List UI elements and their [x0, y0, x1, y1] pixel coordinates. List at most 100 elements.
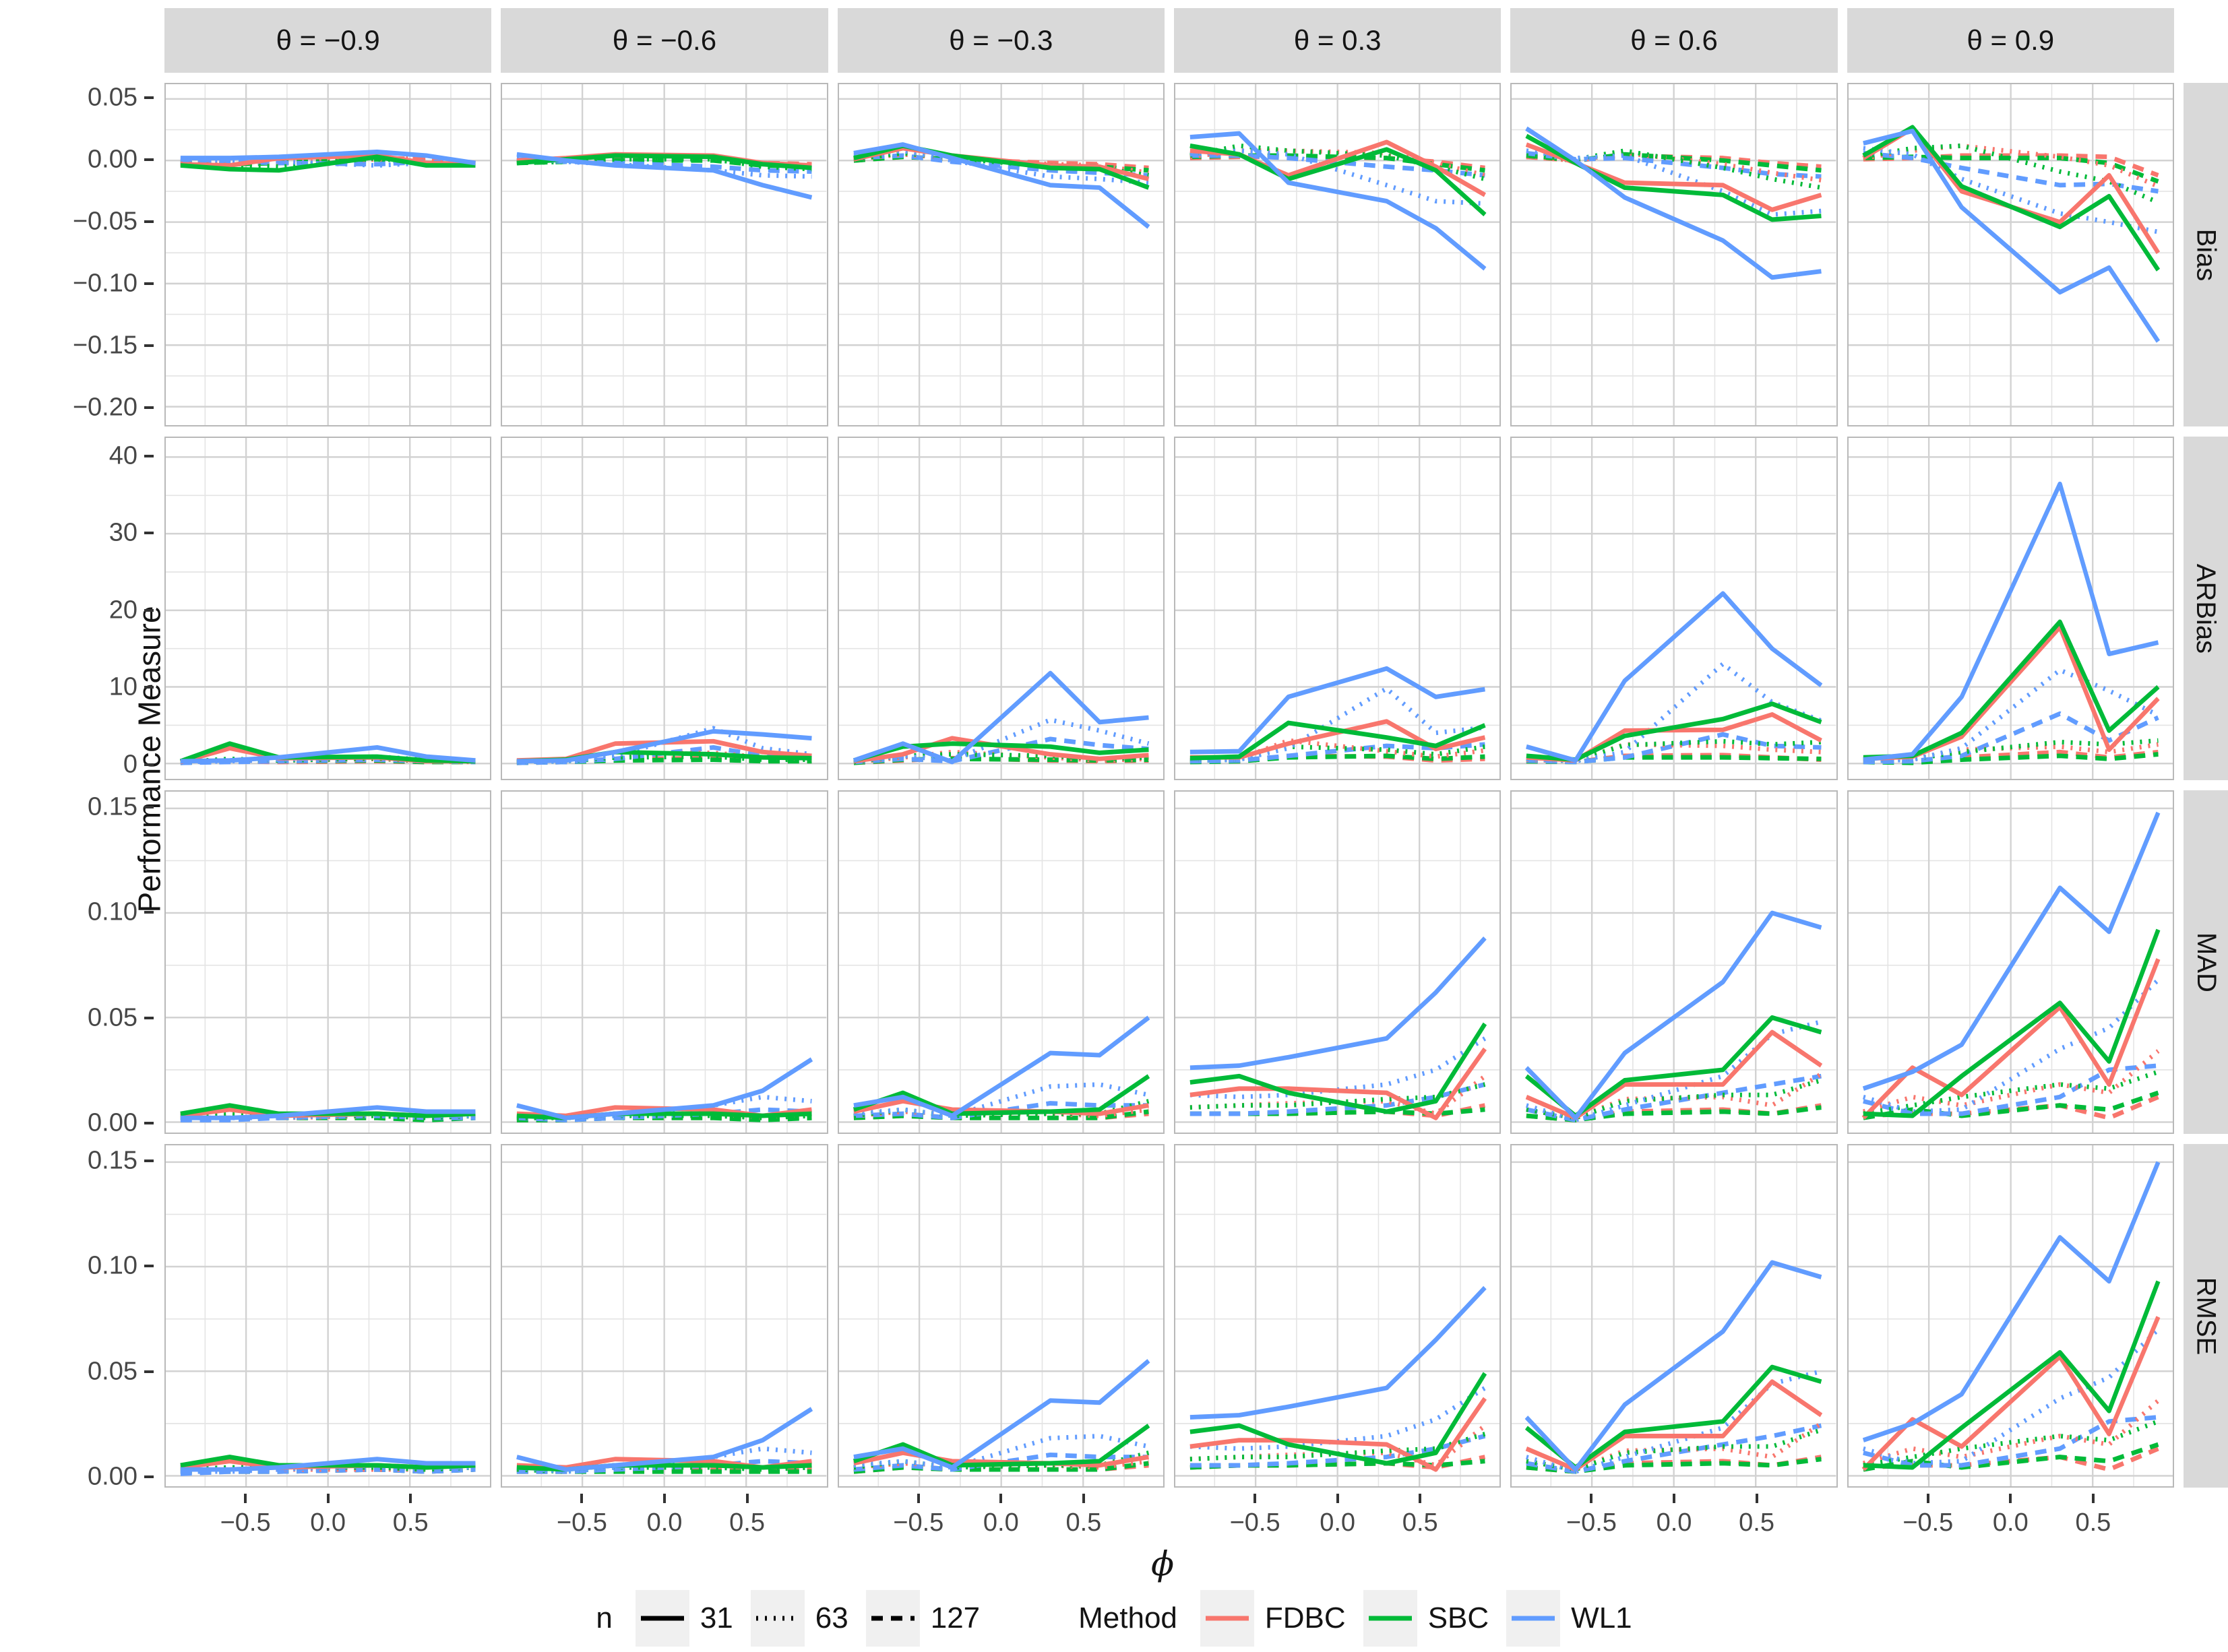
x-axis-ticks-col-1: −0.5 0.0 0.5	[501, 1494, 828, 1538]
series-line-wl1-n127	[1863, 711, 2159, 765]
series-line-wl1-n127	[517, 1459, 812, 1474]
facet-strip-mad: MAD	[2184, 790, 2228, 1134]
panel-arbias-theta-2	[837, 437, 1165, 780]
panel-plot-area	[1848, 438, 2173, 779]
x-tick-label: 0.0	[1992, 1508, 2029, 1537]
x-tick-label: 0.5	[1402, 1508, 1438, 1537]
series-line-wl1-n31	[516, 1407, 813, 1472]
panel-plot-area	[1175, 438, 1500, 779]
x-tick-mark	[580, 1494, 584, 1503]
facet-strip-label: θ = 0.6	[1630, 24, 1718, 56]
panel-plot-area	[166, 1145, 491, 1486]
legend-key	[1363, 1590, 1417, 1647]
panel-arbias-theta-0	[164, 437, 492, 780]
y-axis-ticks-arbias: 40 30 20 10 0	[0, 437, 155, 780]
series-line-wl1-n63	[1189, 148, 1485, 206]
legend-key	[1506, 1590, 1561, 1647]
x-tick-mark	[1082, 1494, 1085, 1503]
panel-mad-theta-4	[1510, 790, 1838, 1134]
facet-strip-label: θ = −0.6	[612, 24, 717, 56]
facet-strip-theta-0: θ = −0.9	[164, 8, 492, 73]
panel-plot-area	[166, 792, 491, 1133]
series-line-wl1-n31	[1189, 936, 1487, 1071]
series-line-wl1-n127	[1189, 1434, 1486, 1468]
corner-top-right	[2184, 8, 2228, 73]
series-line-sbc-n31	[853, 1424, 1150, 1468]
y-tick-label: 0.00	[88, 1108, 137, 1137]
series-line-sbc-n63	[1189, 744, 1485, 763]
series-line-sbc-n31	[1189, 1022, 1487, 1114]
x-tick-mark	[2009, 1494, 2012, 1503]
series-line-wl1-n127	[853, 736, 1149, 765]
facet-strip-label: Bias	[2191, 228, 2221, 281]
y-tick-mark	[144, 1265, 154, 1268]
y-tick-mark	[144, 220, 154, 224]
y-tick-label: 0.10	[88, 1251, 137, 1280]
facet-strip-arbias: ARBias	[2184, 437, 2228, 780]
panel-bias-theta-0	[164, 83, 492, 426]
facet-strip-theta-4: θ = 0.6	[1510, 8, 1838, 73]
y-tick-mark	[144, 96, 154, 100]
legend-item-n-127: 127	[865, 1590, 981, 1647]
series-line-sbc-n63	[1863, 1419, 2159, 1468]
panel-plot-area	[1848, 1145, 2173, 1486]
y-tick-label: 10	[109, 672, 137, 701]
x-tick-label: 0.0	[646, 1508, 683, 1537]
series-line-sbc-n31	[1863, 928, 2161, 1118]
y-tick-label: −0.15	[72, 331, 137, 360]
series-line-fdbc-n63	[1862, 1399, 2160, 1466]
x-tick-label: −0.5	[556, 1508, 607, 1537]
series-line-sbc-n31	[179, 741, 476, 764]
panel-plot-area	[502, 438, 827, 779]
facet-strip-label: θ = 0.9	[1967, 24, 2055, 56]
series-line-sbc-n31	[1189, 1372, 1487, 1466]
legend-key	[750, 1590, 805, 1647]
y-tick-mark	[144, 532, 154, 535]
panel-plot-area	[838, 792, 1163, 1133]
panel-plot-area	[502, 1145, 827, 1486]
y-tick-label: 30	[109, 518, 137, 547]
series-line-sbc-n63	[1863, 738, 2159, 762]
y-tick-mark	[144, 911, 154, 914]
series-line-fdbc-n31	[1189, 1397, 1487, 1472]
y-tick-mark	[144, 1122, 154, 1125]
legend-item-method-wl1: WL1	[1506, 1590, 1632, 1647]
panel-rmse-theta-2	[837, 1144, 1165, 1488]
legend-item-method-sbc: SBC	[1363, 1590, 1489, 1647]
series-line-wl1-n31	[853, 1015, 1150, 1118]
x-tick-label: −0.5	[1902, 1508, 1954, 1537]
x-gutter-spacer-left	[0, 1498, 155, 1538]
panel-mad-theta-3	[1174, 790, 1502, 1134]
panel-rmse-theta-0	[164, 1144, 492, 1488]
x-tick-mark	[1755, 1494, 1758, 1503]
series-line-wl1-n63	[1862, 1327, 2160, 1466]
panel-rmse-theta-4	[1510, 1144, 1838, 1488]
y-tick-mark	[144, 608, 154, 612]
series-line-fdbc-n31	[1189, 1047, 1487, 1120]
series-line-sbc-n31	[1189, 720, 1486, 761]
y-tick-mark	[144, 1159, 154, 1163]
legend-item-label: 127	[930, 1601, 981, 1634]
legend-item-n-31: 31	[635, 1590, 733, 1647]
y-tick-label: −0.10	[72, 269, 137, 298]
facet-strip-label: θ = 0.3	[1293, 24, 1382, 56]
x-tick-label: −0.5	[893, 1508, 944, 1537]
series-line-sbc-n63	[517, 156, 812, 172]
series-line-fdbc-n31	[1526, 1029, 1823, 1120]
panel-plot-area	[166, 84, 491, 425]
x-tick-label: 0.0	[1656, 1508, 1692, 1537]
corner-top-left	[0, 8, 155, 73]
series-line-wl1-n127	[1862, 1415, 2159, 1468]
x-tick-label: 0.5	[392, 1508, 429, 1537]
panel-rmse-theta-3	[1174, 1144, 1502, 1488]
legend-item-label: 31	[700, 1601, 733, 1634]
x-tick-mark	[244, 1494, 247, 1503]
x-tick-mark	[1336, 1494, 1339, 1503]
y-tick-mark	[144, 406, 154, 410]
series-line-fdbc-n63	[1862, 1049, 2160, 1114]
y-tick-label: 0.05	[88, 1003, 137, 1032]
x-tick-mark	[2091, 1494, 2095, 1503]
y-tick-mark	[144, 344, 154, 348]
x-axis-ticks-col-4: −0.5 0.0 0.5	[1510, 1494, 1837, 1538]
panel-arbias-theta-4	[1510, 437, 1838, 780]
